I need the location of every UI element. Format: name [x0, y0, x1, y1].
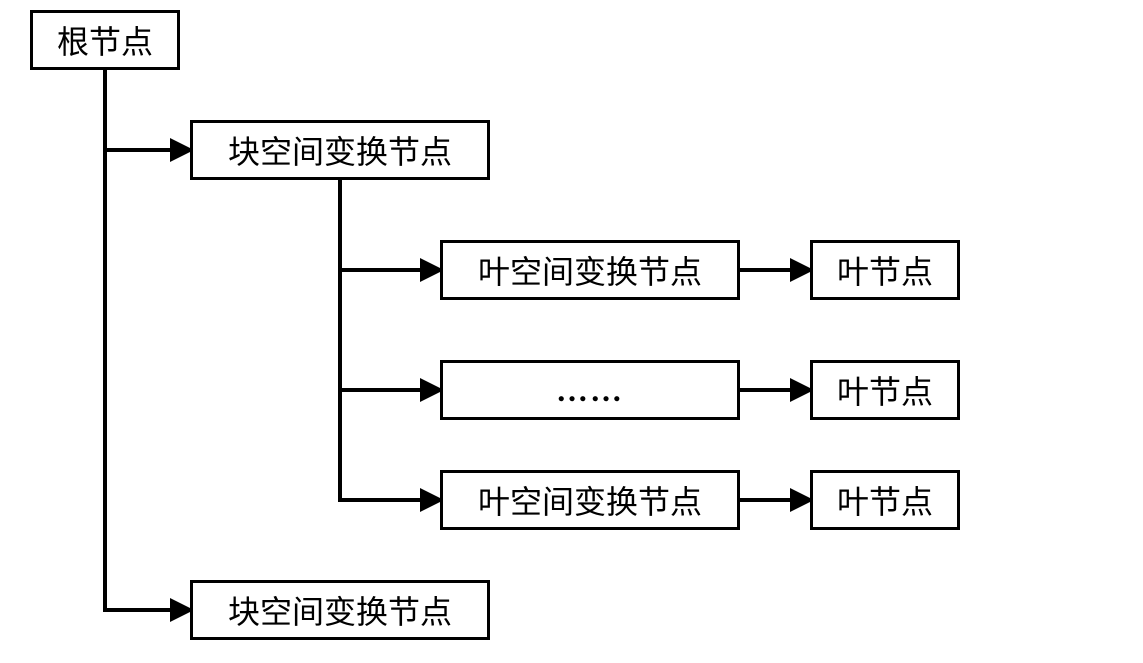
node-label: 叶节点	[837, 477, 933, 523]
connector-layer	[0, 0, 1143, 663]
edge-block1-leafT3	[340, 180, 440, 500]
node-root: 根节点	[30, 10, 180, 70]
node-label: 块空间变换节点	[228, 127, 452, 173]
node-block2: 块空间变换节点	[190, 580, 490, 640]
node-leaf2: 叶节点	[810, 360, 960, 420]
edge-root-block1	[105, 70, 190, 150]
node-label: 叶节点	[837, 367, 933, 413]
node-leaf1: 叶节点	[810, 240, 960, 300]
edge-block1-leafT2	[340, 180, 440, 390]
node-label: 块空间变换节点	[228, 587, 452, 633]
node-block1: 块空间变换节点	[190, 120, 490, 180]
edge-block1-leafT1	[340, 180, 440, 270]
node-leaf3: 叶节点	[810, 470, 960, 530]
edge-root-block2	[105, 70, 190, 610]
node-leafT2: ……	[440, 360, 740, 420]
node-label: ……	[556, 372, 624, 409]
node-label: 根节点	[57, 17, 153, 63]
node-leafT3: 叶空间变换节点	[440, 470, 740, 530]
node-label: 叶空间变换节点	[478, 247, 702, 293]
node-leafT1: 叶空间变换节点	[440, 240, 740, 300]
node-label: 叶空间变换节点	[478, 477, 702, 523]
node-label: 叶节点	[837, 247, 933, 293]
